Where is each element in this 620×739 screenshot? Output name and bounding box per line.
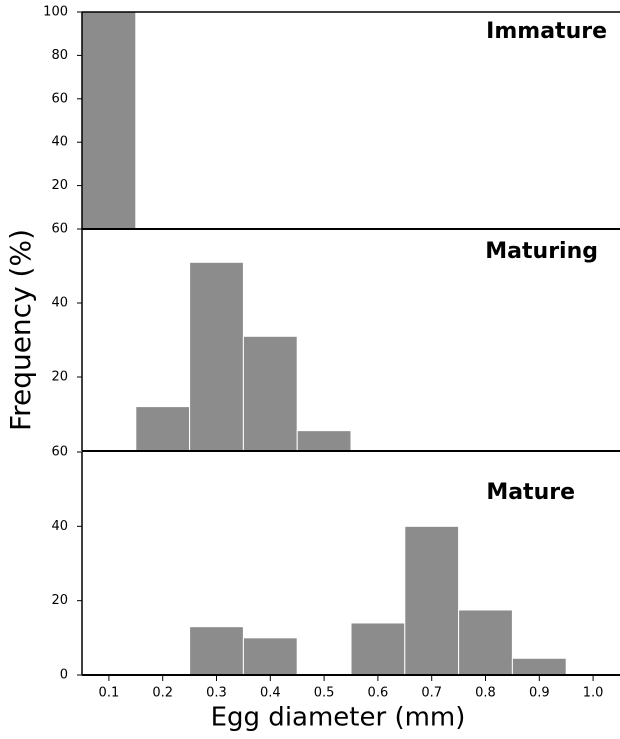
x-tick-label: 0.5 xyxy=(314,686,335,701)
y-tick-label: 40 xyxy=(51,296,68,311)
y-tick-label: 20 xyxy=(51,593,68,608)
x-tick-label: 0.1 xyxy=(99,686,120,701)
x-tick-label: 1.0 xyxy=(583,686,604,701)
y-tick-label: 60 xyxy=(51,445,68,460)
bar xyxy=(511,657,567,676)
y-tick-label: 20 xyxy=(51,178,68,193)
bar xyxy=(404,525,460,676)
bar xyxy=(189,261,244,452)
bar xyxy=(458,609,513,676)
y-tick-label: 60 xyxy=(51,91,68,106)
x-tick-label: 0.8 xyxy=(475,686,496,701)
panel-title: Mature xyxy=(486,480,575,505)
y-tick-label: 40 xyxy=(51,135,68,150)
y-tick-label: 100 xyxy=(43,5,68,20)
x-axis-label: Egg diameter (mm) xyxy=(211,703,466,733)
y-tick-label: 60 xyxy=(51,222,68,237)
bar xyxy=(81,11,137,230)
x-tick-label: 0.7 xyxy=(421,686,442,701)
y-tick-label: 20 xyxy=(51,370,68,385)
y-tick-label: 80 xyxy=(51,48,68,63)
y-tick-label: 40 xyxy=(51,519,68,534)
x-tick-label: 0.2 xyxy=(152,686,173,701)
x-tick-label: 0.3 xyxy=(206,686,227,701)
panel-title: Maturing xyxy=(485,239,598,264)
y-axis-label: Frequency (%) xyxy=(4,229,37,431)
bar xyxy=(242,335,298,452)
bar xyxy=(296,430,352,452)
y-tick-label: 0 xyxy=(60,668,68,683)
panel-title: Immature xyxy=(486,19,607,44)
x-tick-label: 0.4 xyxy=(260,686,281,701)
bar xyxy=(350,622,406,676)
bar xyxy=(189,626,244,676)
bar xyxy=(135,406,191,452)
x-tick-label: 0.9 xyxy=(529,686,550,701)
x-tick-label: 0.6 xyxy=(368,686,389,701)
bar xyxy=(242,637,298,676)
